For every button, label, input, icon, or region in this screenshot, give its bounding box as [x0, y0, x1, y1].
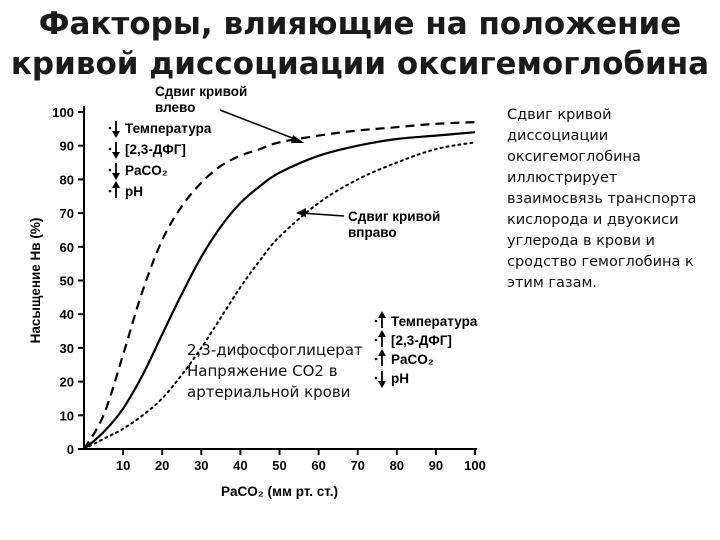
factor-arrow-down-icon	[108, 142, 120, 159]
factor-label: Температура	[125, 121, 212, 136]
x-tick-label: 30	[194, 458, 208, 473]
factor-label: pH	[125, 184, 143, 199]
y-tick-label: 0	[67, 442, 74, 457]
factor-arrow-up-icon	[108, 181, 120, 198]
annotation-leader-right-head	[296, 208, 306, 217]
side-note: Сдвиг кривой диссоциации оксигемоглобина…	[507, 107, 697, 291]
chart-annotations: Сдвиг кривойвлевоТемпература[2,3-ДФГ]PaC…	[108, 84, 478, 388]
annotation-label-line: Сдвиг кривой	[348, 209, 440, 224]
chart-axes: 0 10 20 30 40 50 60 70 80 90 100 10 20 30 40 50 60 70 80 90…	[28, 105, 486, 499]
series-line-dashed	[83, 121, 476, 450]
x-tick-label: 60	[311, 458, 325, 473]
y-tick-label: 50	[60, 274, 74, 289]
slide-title: Факторы, влияющие на положение кривой ди…	[10, 6, 710, 82]
annotation-leader-left	[219, 109, 301, 142]
x-tick-label: 10	[116, 458, 130, 473]
factor-label: PaCO₂	[125, 163, 168, 178]
y-tick-label: 90	[60, 139, 74, 154]
annotation-leader-left-head	[291, 135, 304, 143]
x-tick-label: 20	[155, 458, 169, 473]
overlay-note-line-3: артериальной крови	[187, 383, 351, 401]
x-axis-label: PaCO₂ (мм рт. ст.)	[221, 484, 338, 499]
y-tick-label: 80	[60, 172, 74, 187]
factor-arrow-up-icon	[374, 330, 386, 347]
factor-arrow-down-icon	[374, 371, 386, 388]
factor-arrow-down-icon	[108, 121, 120, 138]
y-tick-label: 60	[60, 240, 74, 255]
factor-label: PaCO₂	[391, 352, 434, 367]
overlay-note: 2,3-дифосфоглицерат Напряжение СО2 в арт…	[187, 340, 367, 403]
x-tick-label: 100	[464, 458, 486, 473]
factor-arrow-up-icon	[374, 311, 386, 328]
annotation-label-line: вправо	[348, 225, 397, 240]
factor-arrow-up-icon	[374, 349, 386, 366]
series-line-solid	[83, 131, 476, 450]
x-tick-label: 80	[390, 458, 404, 473]
chart-series	[83, 121, 476, 450]
annotation-label-line: Сдвиг кривой	[155, 84, 247, 99]
annotation-label-line: влево	[155, 100, 195, 115]
factor-arrow-down-icon	[108, 163, 120, 180]
y-tick-label: 70	[60, 206, 74, 221]
series-line-dotted	[83, 141, 476, 450]
annotation-leader-right	[299, 212, 345, 217]
y-tick-label: 100	[52, 105, 74, 120]
factor-label: Температура	[391, 314, 478, 329]
y-tick-label: 30	[60, 341, 74, 356]
y-tick-label: 10	[60, 408, 74, 423]
x-tick-label: 70	[350, 458, 364, 473]
x-tick-label: 90	[429, 458, 443, 473]
y-tick-label: 20	[60, 375, 74, 390]
factor-label: pH	[391, 371, 409, 386]
factor-label: [2,3-ДФГ]	[125, 142, 186, 157]
x-tick-label: 40	[233, 458, 247, 473]
factor-label: [2,3-ДФГ]	[391, 333, 452, 348]
overlay-note-line-1: 2,3-дифосфоглицерат	[187, 341, 363, 359]
x-tick-label: 50	[272, 458, 286, 473]
overlay-note-line-2: Напряжение СО2 в	[187, 362, 338, 380]
y-axis-label: Насыщение Нв (%)	[28, 218, 43, 344]
y-tick-label: 40	[60, 307, 74, 322]
